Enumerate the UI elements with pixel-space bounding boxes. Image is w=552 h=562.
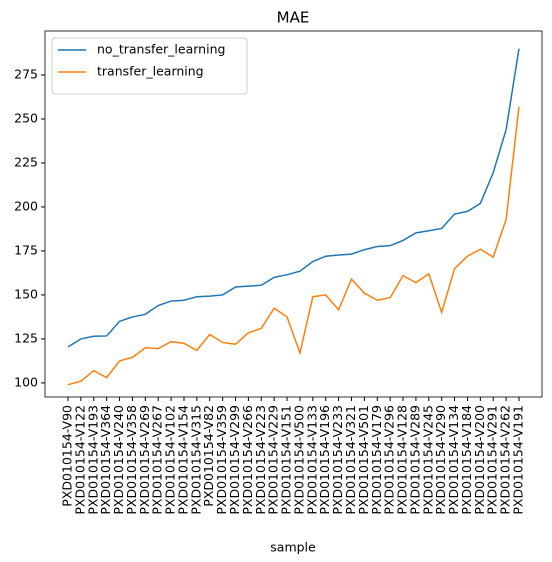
x-tick-label: PXD010154-V269 xyxy=(137,405,152,515)
x-tick-label: PXD010154-V364 xyxy=(98,405,113,515)
x-tick-label: PXD010154-V193 xyxy=(85,405,100,515)
x-tick-label: PXD010154-V262 xyxy=(498,405,513,515)
x-tick-label: PXD010154-V223 xyxy=(253,405,268,515)
x-tick-label: PXD010154-V179 xyxy=(369,405,384,515)
x-tick-label: PXD010154-V233 xyxy=(330,405,345,515)
x-tick-label: PXD010154-V500 xyxy=(291,405,306,515)
x-axis-label: sample xyxy=(270,540,316,555)
x-tick-label: PXD010154-V151 xyxy=(279,405,294,515)
x-tick-label: PXD010154-V289 xyxy=(407,405,422,515)
x-tick-label: PXD010154-V154 xyxy=(175,405,190,515)
x-tick-label: PXD010154-V133 xyxy=(304,405,319,515)
x-tick-label: PXD010154-V134 xyxy=(446,405,461,515)
x-tick-label: PXD010154-V315 xyxy=(188,405,203,515)
x-tick-label: PXD010154-V229 xyxy=(266,405,281,515)
x-tick-label: PXD010154-V184 xyxy=(459,405,474,515)
y-tick-label: 175 xyxy=(14,242,38,257)
x-tick-label: PXD010154-V501 xyxy=(356,405,371,515)
y-tick-label: 275 xyxy=(14,66,38,81)
x-tick-label: PXD010154-V299 xyxy=(227,405,242,515)
x-tick-label: PXD010154-V191 xyxy=(511,405,526,515)
legend-box xyxy=(51,37,248,95)
x-tick-label: PXD010154-V266 xyxy=(240,405,255,515)
x-tick-label: PXD010154-V90 xyxy=(60,405,75,507)
plot-frame xyxy=(44,30,543,398)
x-tick-label: PXD010154-V102 xyxy=(163,405,178,515)
x-tick-label: PXD010154-V122 xyxy=(72,405,87,515)
line xyxy=(67,106,520,386)
y-tick-label: 225 xyxy=(14,154,38,169)
legend-label: no_transfer_learning xyxy=(97,42,225,57)
y-tick-label: 125 xyxy=(14,330,38,345)
x-tick-label: PXD010154-V321 xyxy=(343,405,358,515)
x-tick-label: PXD010154-V358 xyxy=(124,405,139,515)
y-tick-label: 150 xyxy=(14,286,38,301)
x-tick-label: PXD010154-V240 xyxy=(111,405,126,515)
y-tick-label: 250 xyxy=(14,110,38,125)
x-tick-label: PXD010154-V290 xyxy=(433,405,448,515)
x-tick-label: PXD010154-V82 xyxy=(201,405,216,507)
x-tick-label: PXD010154-V245 xyxy=(420,405,435,515)
y-tick-label: 100 xyxy=(14,374,38,389)
chart-title: MAE xyxy=(277,9,310,27)
x-tick-label: PXD010154-V359 xyxy=(214,405,229,515)
legend-label: transfer_learning xyxy=(97,64,204,79)
y-tick-label: 200 xyxy=(14,198,38,213)
x-tick-label: PXD010154-V296 xyxy=(382,405,397,515)
line xyxy=(67,48,520,348)
x-tick-label: PXD010154-V200 xyxy=(472,405,487,515)
x-tick-label: PXD010154-V291 xyxy=(485,405,500,515)
x-tick-label: PXD010154-V267 xyxy=(150,405,165,515)
x-tick-label: PXD010154-V196 xyxy=(317,405,332,515)
x-tick-label: PXD010154-V128 xyxy=(395,405,410,515)
